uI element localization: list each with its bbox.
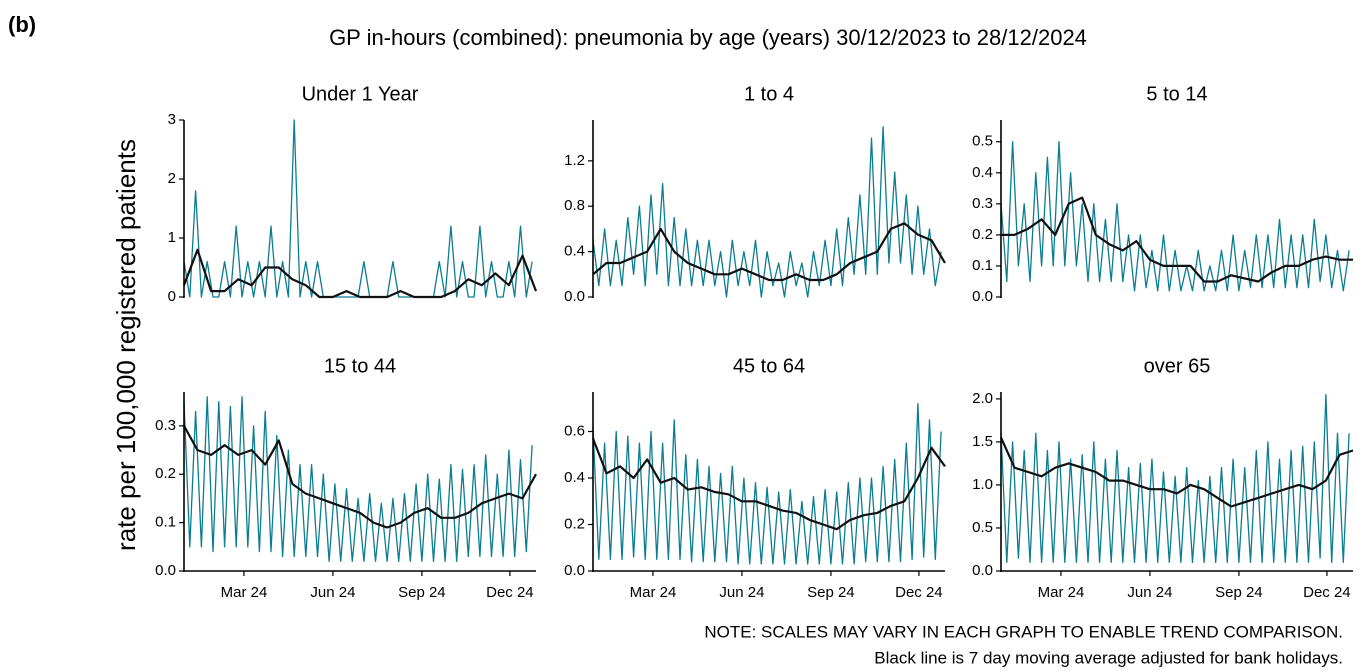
daily-line	[592, 402, 942, 565]
moving-average-line	[592, 222, 946, 282]
figure-title: GP in-hours (combined): pneumonia by age…	[329, 25, 1087, 50]
x-tick-label: Mar 24	[630, 584, 677, 601]
y-tick-label: 0.5	[972, 133, 993, 150]
y-tick-label: 0.6	[564, 422, 585, 439]
x-tick-label: Jun 24	[310, 584, 355, 601]
moving-average-line	[1001, 196, 1353, 283]
daily-line	[1000, 393, 1350, 564]
x-tick-label: Dec 24	[1303, 584, 1351, 601]
y-tick-label: 0.1	[972, 257, 993, 274]
y-tick-label: 0	[168, 288, 176, 305]
moving-average-line	[182, 248, 538, 299]
y-axis-label: rate per 100,000 registered patients	[111, 139, 141, 551]
y-tick-label: 1.5	[972, 433, 993, 450]
x-tick-label: Dec 24	[895, 584, 943, 601]
x-tick-label: Mar 24	[221, 584, 268, 601]
y-tick-label: 0.8	[564, 197, 585, 214]
moving-average-line	[999, 437, 1354, 508]
y-tick-label: 0.4	[564, 243, 585, 260]
y-tick-label: 1	[168, 229, 176, 246]
y-tick-label: 0.0	[972, 288, 993, 305]
moving-average-line	[183, 425, 537, 529]
x-tick-label: Sep 24	[1215, 584, 1263, 601]
facet-title: 15 to 44	[324, 355, 396, 377]
y-tick-label: 0.2	[155, 465, 176, 482]
facet-title: 1 to 4	[744, 83, 794, 105]
y-tick-label: 2.0	[972, 390, 993, 407]
y-tick-label: 0.5	[972, 519, 993, 536]
x-tick-label: Dec 24	[486, 584, 534, 601]
facet-title: Under 1 Year	[302, 83, 419, 105]
daily-line	[183, 396, 533, 562]
y-tick-label: 0.2	[564, 515, 585, 532]
y-tick-label: 0.4	[564, 469, 585, 486]
y-tick-label: 0.0	[564, 288, 585, 305]
x-tick-label: Sep 24	[807, 584, 855, 601]
y-tick-label: 3	[168, 111, 176, 128]
facet-title: 5 to 14	[1146, 83, 1207, 105]
y-tick-label: 0.3	[972, 195, 993, 212]
y-tick-label: 0.0	[972, 562, 993, 579]
y-tick-label: 1.2	[564, 152, 585, 169]
moving-average-line	[591, 438, 946, 531]
facet-title: over 65	[1144, 355, 1211, 377]
y-tick-label: 1.0	[972, 476, 993, 493]
daily-line	[183, 119, 533, 298]
facet-title: 45 to 64	[733, 355, 805, 377]
x-tick-label: Mar 24	[1038, 584, 1085, 601]
x-tick-label: Sep 24	[398, 584, 446, 601]
y-tick-label: 0.0	[155, 562, 176, 579]
y-tick-label: 0.0	[564, 562, 585, 579]
y-tick-label: 0.1	[155, 514, 176, 531]
y-tick-label: 0.4	[972, 164, 993, 181]
y-tick-label: 0.3	[155, 417, 176, 434]
panel-label: (b)	[8, 12, 36, 37]
note: NOTE: SCALES MAY VARY IN EACH GRAPH TO E…	[704, 622, 1343, 641]
note: Black line is 7 day moving average adjus…	[874, 648, 1343, 667]
daily-line	[592, 126, 942, 298]
daily-line	[1000, 141, 1350, 292]
x-tick-label: Jun 24	[1127, 584, 1172, 601]
y-tick-label: 2	[168, 170, 176, 187]
y-tick-label: 0.2	[972, 226, 993, 243]
x-tick-label: Jun 24	[719, 584, 764, 601]
